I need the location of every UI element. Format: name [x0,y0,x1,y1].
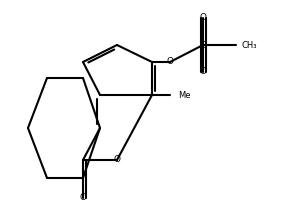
Text: O: O [199,13,206,23]
Text: O: O [114,155,120,164]
Text: O: O [199,68,206,76]
Text: O: O [166,58,174,66]
Text: O: O [80,193,87,203]
Text: Me: Me [178,91,191,99]
Text: S: S [200,40,206,49]
Text: CH₃: CH₃ [242,40,258,49]
